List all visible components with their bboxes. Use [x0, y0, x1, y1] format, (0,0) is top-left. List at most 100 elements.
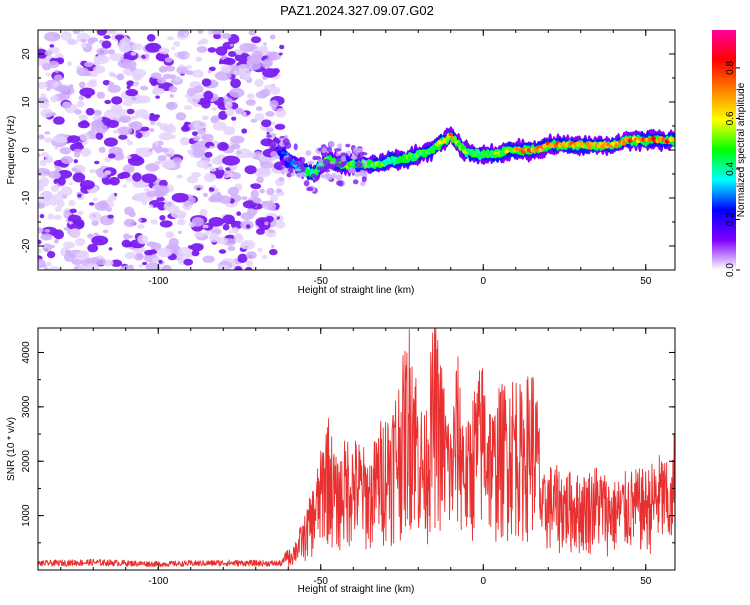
noise-blob	[203, 231, 210, 236]
noise-blob	[171, 192, 189, 203]
noise-blob	[154, 160, 160, 166]
noise-blob	[167, 205, 180, 214]
noise-blob	[161, 148, 169, 153]
noise-blob	[132, 43, 143, 51]
noise-blob	[118, 134, 128, 140]
noise-blob	[163, 131, 170, 137]
noise-blob	[96, 30, 107, 36]
noise-blob	[244, 165, 257, 175]
noise-blob	[113, 129, 120, 134]
noise-blob	[246, 93, 255, 99]
noise-blob	[85, 258, 91, 263]
signal-fuzz	[265, 127, 274, 133]
noise-blob	[234, 266, 243, 270]
noise-blob	[178, 64, 185, 69]
noise-blob	[104, 99, 112, 105]
noise-blob	[209, 145, 214, 150]
signal-fuzz	[312, 155, 317, 161]
snr-panel: -100 -50 0 50 1000 2000 3000 4000 Height of st…	[6, 327, 676, 595]
noise-blob	[90, 120, 104, 129]
noise-blob	[168, 123, 174, 128]
noise-blob	[229, 43, 234, 47]
noise-blob	[259, 88, 271, 97]
noise-blob	[89, 168, 97, 174]
noise-blob	[79, 133, 91, 142]
noise-blob	[245, 260, 253, 267]
noise-blob	[156, 247, 173, 258]
noise-blob	[46, 262, 52, 267]
noise-blob	[95, 132, 104, 140]
noise-blob	[185, 54, 191, 59]
signal-fuzz	[327, 163, 336, 170]
noise-blob	[124, 251, 137, 260]
noise-blob	[222, 33, 232, 40]
signal-fuzz	[361, 176, 367, 183]
noise-blob	[170, 74, 177, 80]
noise-blob	[136, 147, 153, 158]
noise-blob	[271, 244, 275, 248]
signal-cell	[670, 137, 675, 142]
noise-blob	[53, 74, 63, 82]
noise-blob	[76, 32, 91, 43]
noise-blob	[254, 113, 265, 121]
noise-blob	[168, 85, 178, 93]
spectrogram-plot-area	[38, 30, 675, 270]
signal-fuzz	[299, 165, 306, 173]
noise-blob	[85, 107, 95, 116]
x-tick-label: -100	[148, 276, 168, 287]
noise-blob	[140, 126, 150, 132]
noise-blob	[91, 220, 99, 227]
noise-blob	[166, 153, 173, 157]
signal-fuzz	[307, 160, 315, 165]
noise-blob	[39, 214, 45, 219]
noise-blob	[227, 173, 234, 178]
noise-blob	[158, 65, 168, 73]
noise-blob	[171, 46, 176, 51]
noise-blob	[93, 109, 102, 117]
y-tick-label: 20	[21, 48, 32, 60]
noise-blob	[213, 33, 221, 40]
noise-blob	[144, 250, 153, 256]
signal-fuzz	[335, 152, 340, 157]
noise-blob	[110, 259, 123, 267]
noise-blob	[106, 109, 112, 113]
noise-blob	[105, 30, 114, 35]
noise-blob	[93, 65, 106, 74]
noise-blob	[145, 42, 162, 53]
noise-blob	[132, 72, 143, 80]
noise-blob	[149, 128, 155, 133]
signal-cell	[329, 157, 334, 163]
noise-blob	[239, 42, 254, 53]
noise-blob	[196, 46, 208, 53]
noise-blob	[44, 50, 53, 56]
noise-blob	[78, 81, 86, 89]
noise-blob	[161, 159, 176, 169]
noise-blob	[270, 194, 279, 202]
noise-blob	[192, 148, 206, 158]
noise-blob	[44, 137, 53, 143]
noise-blob	[263, 42, 267, 46]
noise-blob	[150, 72, 162, 79]
colorbar-label: Normalized spectral amplitude	[736, 82, 747, 217]
noise-blob	[222, 95, 229, 100]
noise-blob	[132, 172, 142, 182]
signal-fuzz	[322, 158, 331, 165]
signal-fuzz	[305, 150, 312, 156]
noise-blob	[79, 180, 95, 190]
noise-blob	[211, 185, 216, 189]
noise-blob	[69, 228, 81, 238]
y-tick-label: 10	[21, 96, 32, 108]
noise-blob	[230, 78, 242, 89]
noise-blob	[259, 188, 265, 194]
x-tick-label: 0	[480, 576, 486, 587]
signal-fuzz	[326, 146, 333, 153]
noise-blob	[68, 199, 76, 207]
noise-blob	[214, 71, 232, 81]
noise-blob	[60, 156, 74, 164]
signal-fuzz	[340, 155, 347, 162]
x-tick-label: 0	[480, 276, 486, 287]
noise-blob	[122, 164, 135, 174]
noise-blob	[42, 243, 53, 253]
signal-fuzz	[337, 143, 343, 150]
noise-blob	[217, 237, 228, 245]
